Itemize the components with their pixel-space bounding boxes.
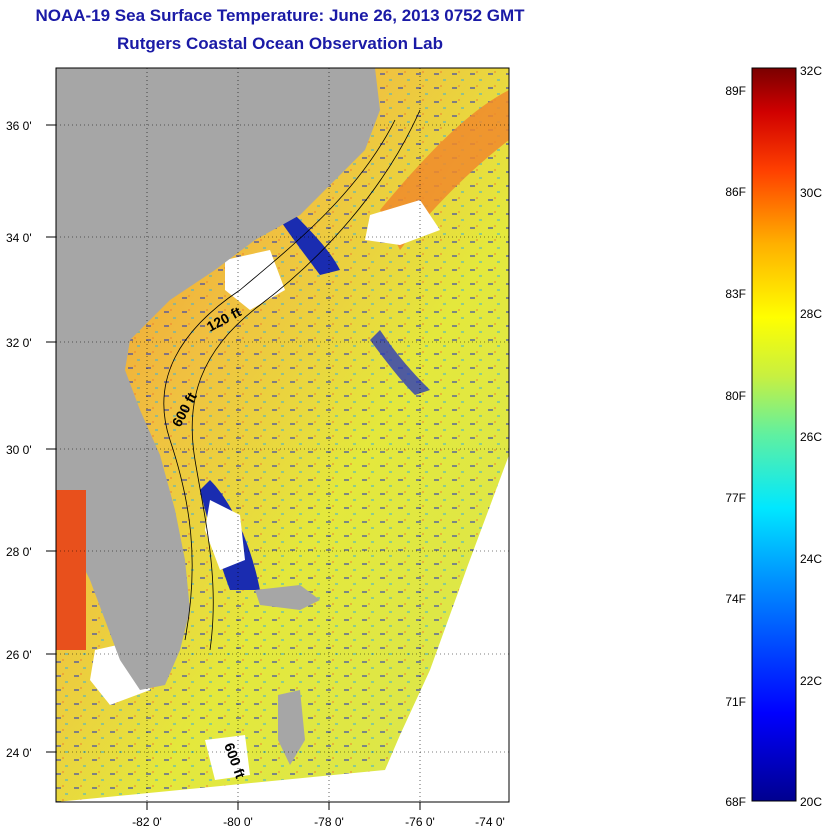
lat-tick-label: 26 0' xyxy=(6,648,32,662)
cool-patch-3 xyxy=(370,330,430,395)
lat-tick-label: 32 0' xyxy=(6,336,32,350)
map-title: NOAA-19 Sea Surface Temperature: June 26… xyxy=(35,6,525,25)
lat-tick-label: 30 0' xyxy=(6,443,32,457)
lat-tick-label: 36 0' xyxy=(6,119,32,133)
colorbar-label-f: 89F xyxy=(725,84,746,98)
lon-tick-label: -82 0' xyxy=(132,815,162,829)
cloud-1 xyxy=(365,200,440,245)
lat-tick-label: 34 0' xyxy=(6,231,32,245)
colorbar-label-c: 26C xyxy=(800,430,822,444)
colorbar-label-c: 24C xyxy=(800,552,822,566)
colorbar-label-c: 28C xyxy=(800,307,822,321)
colorbar-label-c: 22C xyxy=(800,674,822,688)
contour-600ft xyxy=(191,109,421,651)
colorbar-label-f: 71F xyxy=(725,695,746,709)
lon-tick-label: -74 0' xyxy=(475,815,505,829)
colorbar-label-f: 77F xyxy=(725,491,746,505)
land-andros xyxy=(278,690,305,765)
colorbar-label-f: 80F xyxy=(725,389,746,403)
colorbar-label-f: 86F xyxy=(725,185,746,199)
lat-tick-label: 28 0' xyxy=(6,545,32,559)
colorbar-label-f: 68F xyxy=(725,795,746,809)
cloud-3 xyxy=(205,500,245,570)
colorbar-label-c: 32C xyxy=(800,64,822,78)
land-grand-bahama xyxy=(255,585,320,610)
lon-tick-label: -76 0' xyxy=(405,815,435,829)
axis-tick-marks xyxy=(46,124,421,810)
map-frame xyxy=(55,67,510,803)
lon-tick-label: -80 0' xyxy=(223,815,253,829)
cloud-5 xyxy=(205,735,250,780)
cool-patch-2 xyxy=(280,210,340,275)
colorbar xyxy=(751,67,797,802)
colorbar-label-c: 30C xyxy=(800,186,822,200)
lat-tick-label: 24 0' xyxy=(6,746,32,760)
land-florida-southeast-us xyxy=(56,68,380,690)
colorbar-label-f: 83F xyxy=(725,287,746,301)
map-subtitle: Rutgers Coastal Ocean Observation Lab xyxy=(117,34,443,53)
map-panel: 120 ft 600 ft 600 ft xyxy=(56,68,509,802)
lon-tick-label: -78 0' xyxy=(314,815,344,829)
contour-120ft xyxy=(163,119,396,641)
colorbar-label-c: 20C xyxy=(800,795,822,809)
warm-gulf-edge xyxy=(56,490,86,650)
colorbar-label-f: 74F xyxy=(725,592,746,606)
